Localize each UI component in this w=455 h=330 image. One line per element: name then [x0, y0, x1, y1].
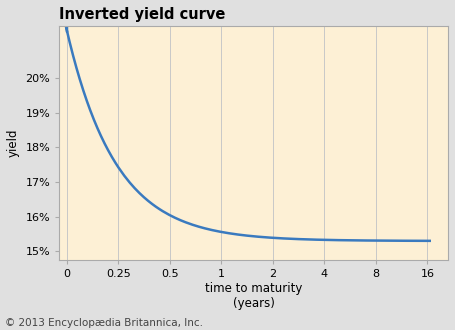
- Y-axis label: yield: yield: [7, 129, 20, 157]
- Text: Inverted yield curve: Inverted yield curve: [59, 7, 226, 22]
- Text: © 2013 Encyclopædia Britannica, Inc.: © 2013 Encyclopædia Britannica, Inc.: [5, 318, 202, 328]
- X-axis label: time to maturity
(years): time to maturity (years): [205, 282, 303, 310]
